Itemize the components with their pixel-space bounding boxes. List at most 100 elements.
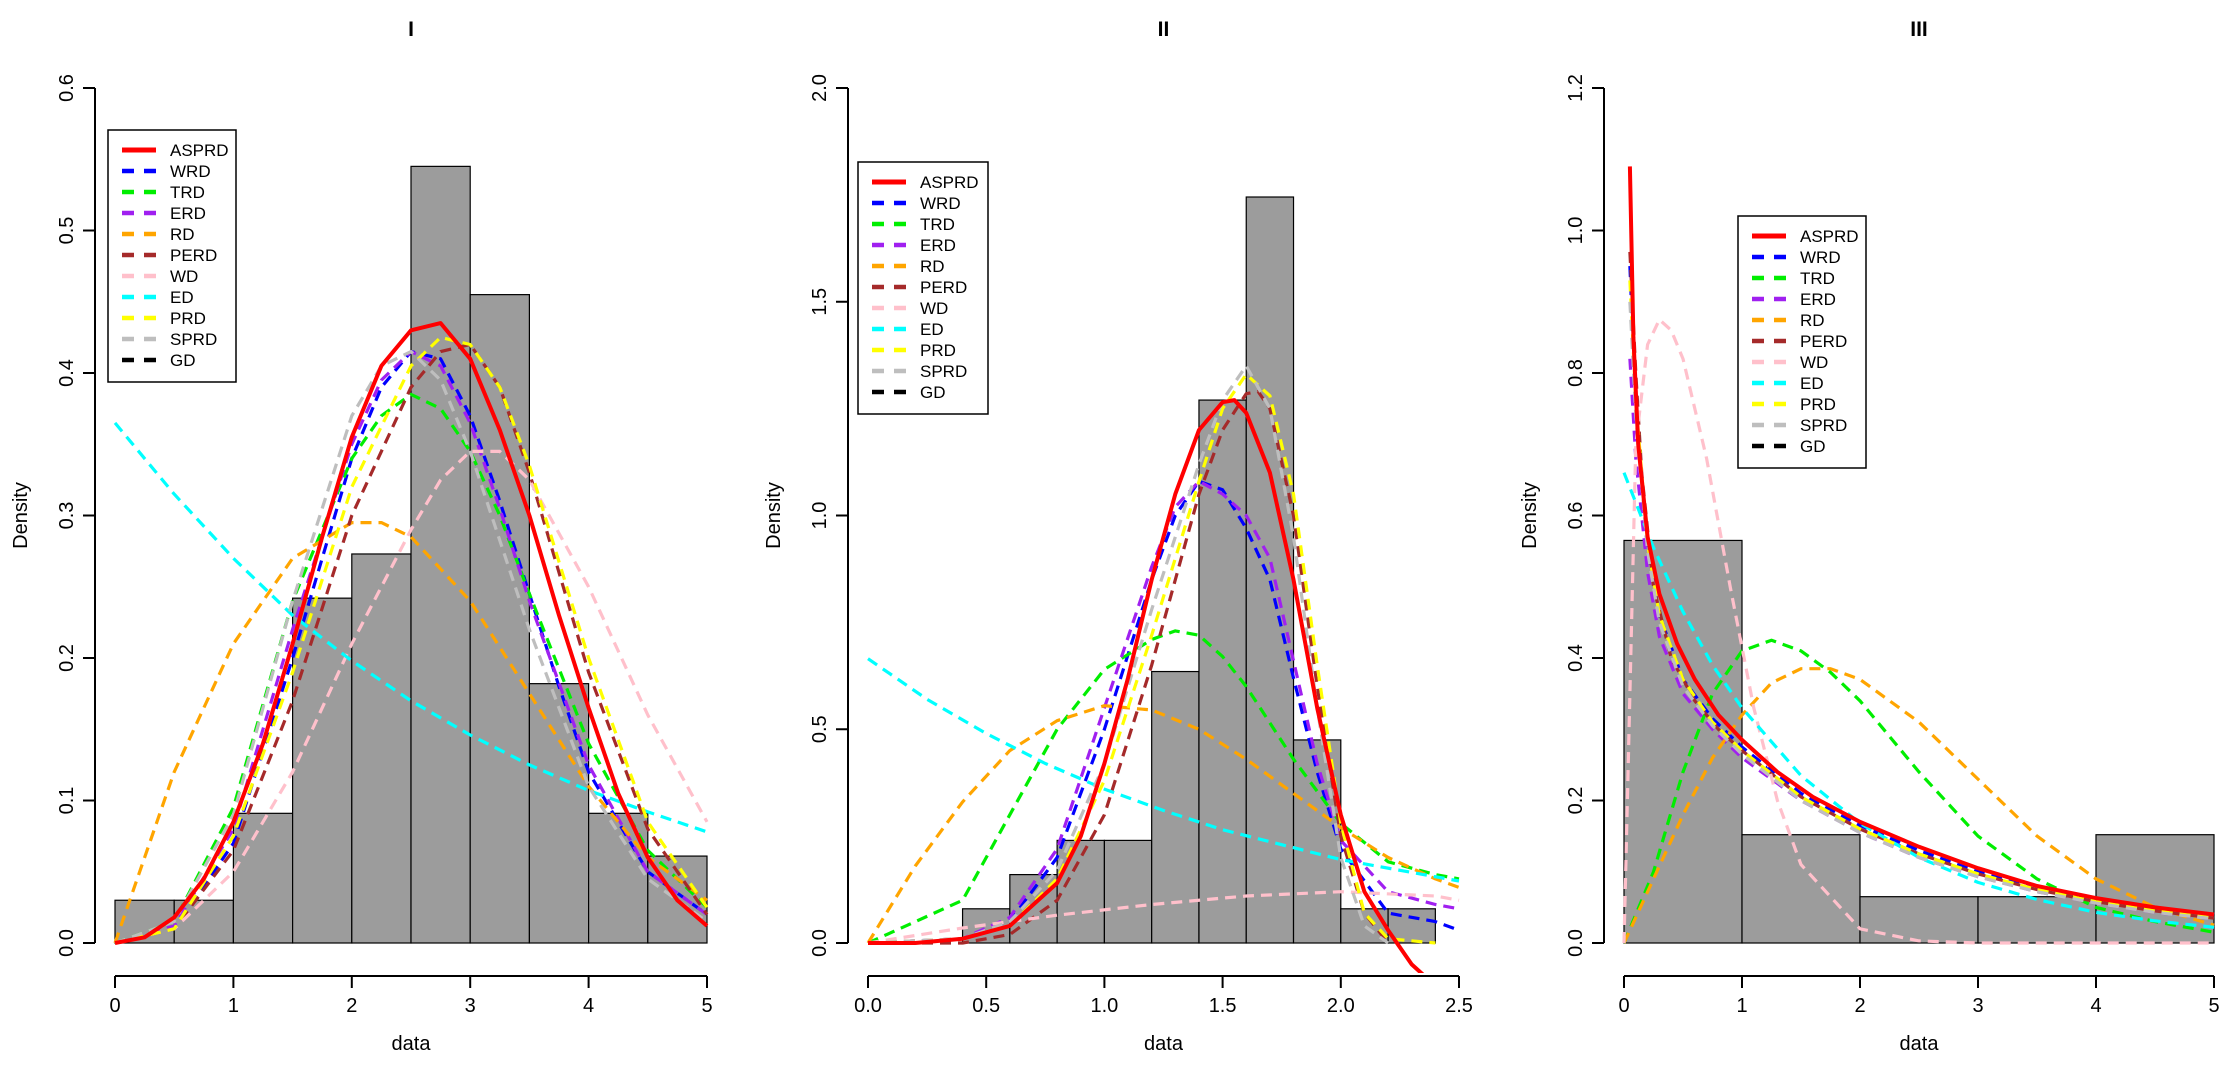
legend-label: ERD xyxy=(170,204,206,223)
x-tick-label: 3 xyxy=(465,995,476,1017)
legend-label: GD xyxy=(1800,437,1826,456)
y-tick-label: 0.5 xyxy=(809,715,831,743)
legend-label: WRD xyxy=(920,194,961,213)
histogram-bar xyxy=(1977,896,2097,944)
legend-item-erd: ERD xyxy=(872,236,956,255)
curve-trd xyxy=(1622,638,2215,944)
curve-ed xyxy=(1622,472,2215,929)
curve-sprd xyxy=(867,364,1390,945)
legend-item-trd: TRD xyxy=(872,215,955,234)
x-tick-label: 0 xyxy=(1618,995,1629,1017)
y-axis-label: Density xyxy=(10,482,32,549)
legend-label: ED xyxy=(170,288,194,307)
legend-label: SPRD xyxy=(920,362,967,381)
legend-item-prd: PRD xyxy=(1752,395,1836,414)
legend-item-rd: RD xyxy=(122,225,195,244)
y-axis: 0.0 0.2 0.4 0.6 0.8 1.0 1.2 xyxy=(1565,74,1605,957)
histogram xyxy=(114,165,708,944)
curve-ed xyxy=(867,657,1460,883)
histogram-bar xyxy=(1103,839,1153,944)
legend: ASPRD WRD TRD ERD RD PERD WD ED PRD SPRD GD xyxy=(1737,215,1867,469)
legend-item-erd: ERD xyxy=(1752,290,1836,309)
curve-prd xyxy=(114,335,709,945)
curve-wrd xyxy=(867,479,1460,945)
x-axis-label: data xyxy=(1900,1033,1940,1055)
legend-item-gd: GD xyxy=(122,351,196,370)
legend-label: ED xyxy=(920,320,944,339)
legend-label: PERD xyxy=(1800,332,1847,351)
curve-prd xyxy=(1628,280,2215,920)
legend-label: PERD xyxy=(170,246,217,265)
legend-item-trd: TRD xyxy=(1752,269,1835,288)
curve-erd xyxy=(114,350,708,945)
histogram-bar xyxy=(528,683,590,944)
legend-item-wrd: WRD xyxy=(122,162,211,181)
legend-item-wd: WD xyxy=(122,267,198,286)
legend-item-sprd: SPRD xyxy=(122,330,217,349)
curve-wrd xyxy=(114,350,708,945)
legend-label: ED xyxy=(1800,374,1824,393)
legend-item-perd: PERD xyxy=(122,246,217,265)
x-tick-label: 4 xyxy=(2090,995,2101,1017)
y-axis: 0.0 0.1 0.2 0.3 0.4 0.5 0.6 xyxy=(56,74,96,957)
density-curves xyxy=(113,321,709,945)
density-curves xyxy=(866,364,1460,973)
panel-3: III 0 1 2 3 4 5 data 0.0 0.2 0.4 0.6 0.8 1.0 1.2 Densit… xyxy=(1519,18,2220,1055)
y-tick-label: 0.4 xyxy=(1565,644,1587,672)
curve-asprd xyxy=(868,398,1425,973)
y-tick-label: 0.6 xyxy=(56,74,78,102)
histogram-bar xyxy=(1245,196,1295,944)
legend-item-gd: GD xyxy=(1752,437,1826,456)
x-tick-label: 1.0 xyxy=(1090,995,1118,1017)
legend-item-wd: WD xyxy=(872,299,948,318)
y-tick-label: 2.0 xyxy=(809,74,831,102)
curve-erd xyxy=(867,479,1460,945)
legend-label: SPRD xyxy=(1800,416,1847,435)
legend-label: ERD xyxy=(1800,290,1836,309)
panel-title: II xyxy=(1158,18,1170,41)
histogram-bar xyxy=(1859,896,1979,944)
y-tick-label: 0.5 xyxy=(56,217,78,245)
legend-item-wd: WD xyxy=(1752,353,1828,372)
curve-rd xyxy=(1622,667,2215,944)
legend-label: PRD xyxy=(920,341,956,360)
panel-title: I xyxy=(408,18,414,41)
legend-label: GD xyxy=(920,383,946,402)
x-axis-label: data xyxy=(392,1033,432,1055)
x-tick-label: 1 xyxy=(228,995,239,1017)
curve-rd xyxy=(866,704,1460,944)
legend-item-asprd: ASPRD xyxy=(1752,227,1859,246)
legend-item-asprd: ASPRD xyxy=(122,141,229,160)
legend-item-wrd: WRD xyxy=(872,194,961,213)
legend-item-perd: PERD xyxy=(872,278,967,297)
legend-label: PRD xyxy=(170,309,206,328)
legend: ASPRD WRD TRD ERD RD PERD WD ED PRD SPRD GD xyxy=(107,129,237,383)
x-tick-label: 1.5 xyxy=(1209,995,1237,1017)
y-tick-label: 1.0 xyxy=(1565,217,1587,245)
curve-sprd xyxy=(1628,301,2215,921)
curve-prd xyxy=(867,372,1436,945)
x-axis: 0 1 2 3 4 5 xyxy=(1618,975,2220,1017)
curve-wd xyxy=(114,449,709,945)
y-tick-label: 0.8 xyxy=(1565,359,1587,387)
x-tick-label: 1 xyxy=(1736,995,1747,1017)
legend-label: PRD xyxy=(1800,395,1836,414)
histogram-bar xyxy=(469,294,531,944)
y-tick-label: 1.2 xyxy=(1565,74,1587,102)
histogram-bar xyxy=(410,165,471,944)
legend-item-sprd: SPRD xyxy=(872,362,967,381)
legend-label: ERD xyxy=(920,236,956,255)
legend-item-gd: GD xyxy=(872,383,946,402)
histogram-bar xyxy=(1741,834,1861,944)
legend-label: WD xyxy=(1800,353,1828,372)
x-tick-label: 5 xyxy=(701,995,712,1017)
legend: ASPRD WRD TRD ERD RD PERD WD ED PRD SPRD GD xyxy=(857,161,989,415)
histogram-bar xyxy=(1198,399,1247,944)
y-tick-label: 0.3 xyxy=(56,502,78,530)
legend-label: TRD xyxy=(170,183,205,202)
y-tick-label: 0.6 xyxy=(1565,502,1587,530)
y-tick-label: 1.0 xyxy=(809,502,831,530)
legend-item-prd: PRD xyxy=(122,309,206,328)
legend-item-ed: ED xyxy=(122,288,194,307)
